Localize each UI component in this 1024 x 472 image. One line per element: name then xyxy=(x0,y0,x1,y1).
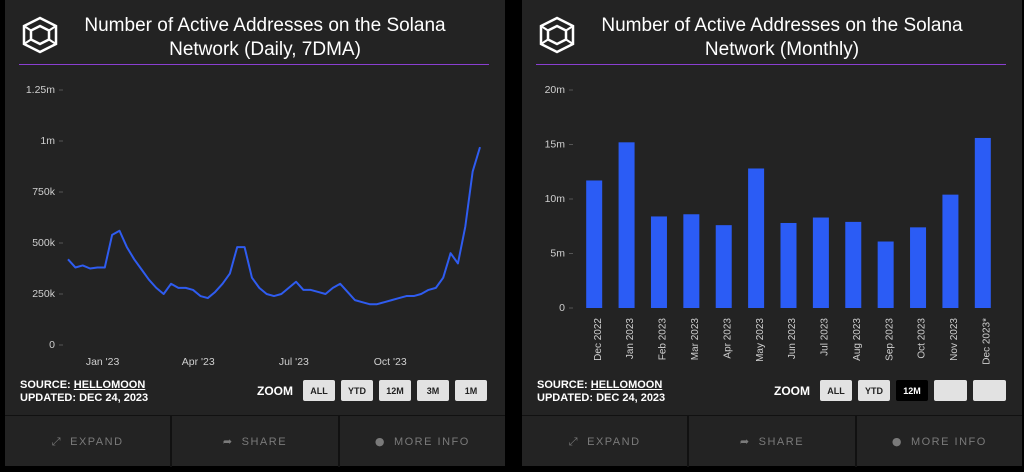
zoom-label: ZOOM xyxy=(774,383,810,398)
actions: ⤢ EXPAND ➦ SHARE ● MORE INFO xyxy=(522,415,1022,467)
action-icon: ➦ xyxy=(739,435,751,448)
zoom-button[interactable]: ALL xyxy=(820,380,852,401)
action-button[interactable]: ⤢ EXPAND xyxy=(5,416,173,467)
bar xyxy=(780,222,797,308)
bar xyxy=(845,221,862,308)
bar xyxy=(877,241,894,308)
y-tick-label: 0 xyxy=(559,302,565,314)
zoom-bar: ZOOM ALL YTD 12M xyxy=(774,380,1012,401)
divider xyxy=(536,64,1006,65)
bar xyxy=(618,142,635,308)
source-link[interactable]: HELLOMOON xyxy=(73,379,146,391)
zoom-button[interactable]: YTD xyxy=(341,380,373,401)
chart: 0 5m 10m 15m 20m Dec 2022 Jan 2023 Feb 2023 Mar … xyxy=(545,84,993,365)
updated: UPDATED: DEC 24, 2023 xyxy=(20,392,149,404)
action-button[interactable]: ➦ SHARE xyxy=(689,416,857,467)
action-button[interactable]: ➦ SHARE xyxy=(172,416,340,467)
y-tick-label: 15m xyxy=(545,138,566,150)
bar xyxy=(586,180,603,308)
x-tick-label: Oct 2023 xyxy=(917,318,928,359)
source-label: SOURCE: xyxy=(20,379,71,391)
x-tick-label: Apr '23 xyxy=(182,356,215,368)
action-label: MORE INFO xyxy=(910,435,987,448)
y-tick-label: 1.25m xyxy=(26,84,55,96)
action-icon: ● xyxy=(374,435,386,448)
action-button[interactable]: ● MORE INFO xyxy=(857,416,1022,467)
y-tick-label: 1m xyxy=(40,135,55,147)
action-label: SHARE xyxy=(241,435,288,448)
x-tick-label: Apr 2023 xyxy=(722,318,733,359)
bar xyxy=(748,168,765,308)
zoom-bar: ZOOM ALL YTD 12M 3M 1M xyxy=(257,380,493,401)
zoom-button[interactable]: 3M xyxy=(417,380,449,401)
y-tick-label: 500k xyxy=(32,237,56,249)
x-tick-label: Mar 2023 xyxy=(690,318,701,361)
source: SOURCE: HELLOMOON UPDATED: DEC 24, 2023 xyxy=(537,379,665,405)
zoom-button[interactable] xyxy=(934,380,967,401)
chart-title: Number of Active Addresses on the Solana… xyxy=(84,15,446,60)
actions: ⤢ EXPAND ➦ SHARE ● MORE INFO xyxy=(5,415,505,467)
x-tick-label: Jan 2023 xyxy=(625,318,636,360)
line xyxy=(67,146,481,306)
action-button[interactable]: ● MORE INFO xyxy=(340,416,505,467)
zoom-button[interactable]: 12M xyxy=(896,380,928,401)
chart-panel: 0 5m 10m 15m 20m Dec 2022 Jan 2023 Feb 2023 Mar … xyxy=(522,0,1022,467)
action-icon: ➦ xyxy=(222,435,234,448)
action-icon: ⤢ xyxy=(51,434,63,448)
source: SOURCE: HELLOMOON UPDATED: DEC 24, 2023 xyxy=(20,379,148,405)
action-label: MORE INFO xyxy=(393,435,470,448)
y-tick-label: 20m xyxy=(545,84,566,96)
zoom-button[interactable]: ALL xyxy=(303,380,335,401)
x-tick-label: May 2023 xyxy=(755,318,766,362)
divider xyxy=(19,64,489,65)
x-tick-label: Nov 2023 xyxy=(949,318,960,361)
source-link[interactable]: HELLOMOON xyxy=(590,379,663,391)
action-button[interactable]: ⤢ EXPAND xyxy=(522,416,690,467)
y-tick-label: 10m xyxy=(545,193,566,205)
action-label: EXPAND xyxy=(587,435,641,448)
x-tick-label: Aug 2023 xyxy=(852,318,863,361)
action-icon: ● xyxy=(891,435,903,448)
chart: 0 250k 500k 750k 1m 1.25m Jan '23 Apr '23 Jul '2… xyxy=(26,84,481,368)
zoom-button[interactable]: YTD xyxy=(858,380,890,401)
bar xyxy=(974,137,991,308)
bar xyxy=(683,214,700,308)
bar xyxy=(650,216,667,308)
x-tick-label: Dec 2023* xyxy=(981,318,992,365)
y-tick-label: 0 xyxy=(49,339,55,351)
x-tick-label: Jun 2023 xyxy=(787,318,798,360)
x-tick-label: Oct '23 xyxy=(374,356,407,368)
logo xyxy=(22,16,58,54)
zoom-button[interactable]: 1M xyxy=(455,380,487,401)
bar xyxy=(910,227,927,308)
updated: UPDATED: DEC 24, 2023 xyxy=(537,392,666,404)
zoom-button[interactable] xyxy=(973,380,1006,401)
x-tick-label: Jan '23 xyxy=(86,356,120,368)
action-label: EXPAND xyxy=(70,435,124,448)
chart-panel: 0 250k 500k 750k 1m 1.25m Jan '23 Apr '23 Jul '2… xyxy=(5,0,505,467)
x-tick-label: Jul '23 xyxy=(279,356,309,368)
bar xyxy=(715,225,732,308)
zoom-label: ZOOM xyxy=(257,383,293,398)
y-tick-label: 250k xyxy=(32,288,56,300)
action-icon: ⤢ xyxy=(568,434,580,448)
logo xyxy=(539,16,575,54)
y-tick-label: 5m xyxy=(550,247,565,259)
bar xyxy=(812,217,829,308)
x-tick-label: Dec 2022 xyxy=(593,318,604,361)
x-tick-label: Sep 2023 xyxy=(884,318,895,361)
bar xyxy=(942,194,959,308)
x-tick-label: Feb 2023 xyxy=(658,318,669,361)
zoom-button[interactable]: 12M xyxy=(379,380,411,401)
x-tick-label: Jul 2023 xyxy=(820,318,831,356)
chart-title: Number of Active Addresses on the Solana… xyxy=(601,15,963,60)
source-label: SOURCE: xyxy=(537,379,588,391)
action-label: SHARE xyxy=(758,435,805,448)
y-tick-label: 750k xyxy=(32,186,56,198)
